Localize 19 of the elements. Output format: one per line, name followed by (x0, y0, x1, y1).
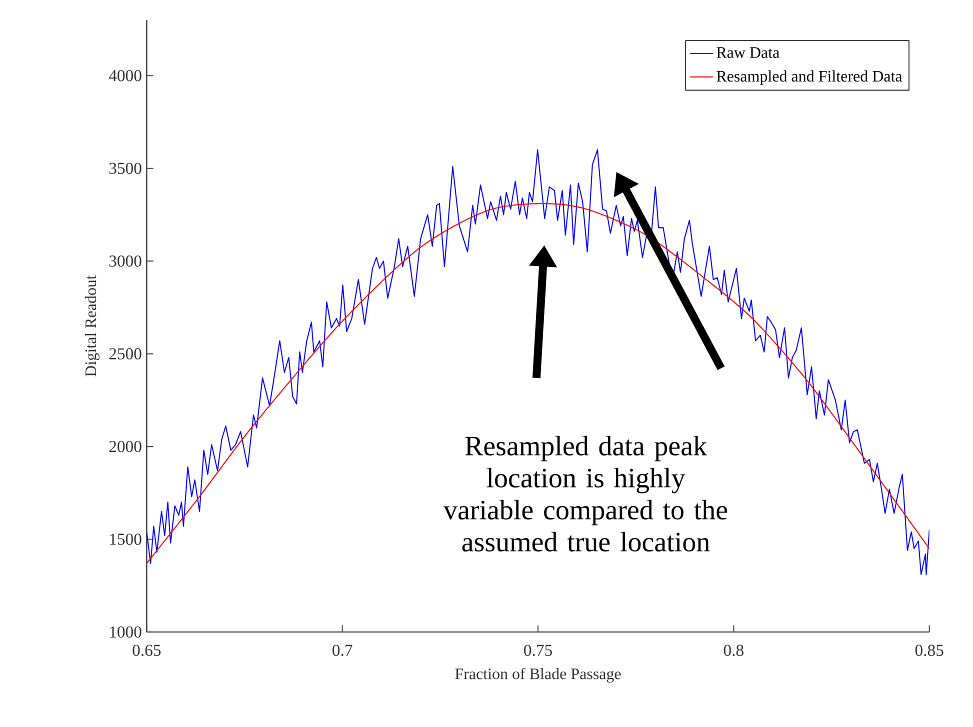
x-tick-label: 0.85 (915, 644, 944, 656)
x-tick-label: 0.7 (332, 644, 352, 656)
y-axis-title: Digital Readout (84, 275, 100, 376)
legend-label: Raw Data (716, 47, 780, 58)
line-series (146, 149, 930, 576)
line-series (146, 203, 930, 564)
legend-label: Resampled and Filtered Data (716, 70, 902, 85)
y-tick-label: 3500 (109, 162, 142, 174)
y-tick-label: 3000 (109, 255, 142, 267)
x-tick-label: 0.65 (132, 644, 161, 656)
y-tick-label: 4000 (108, 70, 142, 82)
x-tick-label: 0.8 (724, 644, 744, 656)
annotation: Resampled data peak location is highly variable compared to the assumed true location (443, 436, 728, 552)
x-axis-title: Fraction of Blade Passage (455, 668, 621, 683)
y-tick-label: 1000 (110, 626, 142, 638)
y-tick-label: 1500 (110, 534, 142, 545)
y-tick-label: 2500 (109, 348, 142, 360)
x-tick-label: 0.75 (524, 644, 552, 656)
y-tick-label: 2000 (109, 440, 142, 452)
